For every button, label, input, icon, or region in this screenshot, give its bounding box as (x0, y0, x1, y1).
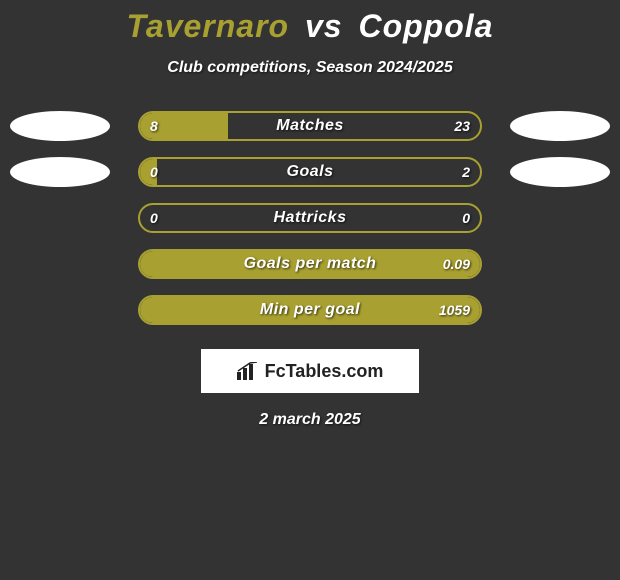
stat-bar: 0Goals2 (138, 157, 482, 187)
stat-bar: Min per goal1059 (138, 295, 482, 325)
stat-row: 0Goals2 (0, 157, 620, 187)
stat-row: Goals per match0.09 (0, 249, 620, 279)
title-vs: vs (305, 8, 343, 44)
chart-icon (237, 362, 259, 380)
stat-bar: 0Hattricks0 (138, 203, 482, 233)
stat-value-right: 0.09 (443, 251, 470, 277)
stat-value-right: 2 (462, 159, 470, 185)
stat-value-right: 1059 (439, 297, 470, 323)
stat-label: Goals (140, 159, 480, 185)
player1-badge (10, 111, 110, 141)
footer-brand: FcTables.com (265, 361, 384, 382)
stat-label: Matches (140, 113, 480, 139)
stats-rows: 8Matches230Goals20Hattricks0Goals per ma… (0, 111, 620, 325)
stat-row: 8Matches23 (0, 111, 620, 141)
footer-logo: FcTables.com (201, 349, 419, 393)
stat-bar: Goals per match0.09 (138, 249, 482, 279)
stat-label: Min per goal (140, 297, 480, 323)
subtitle: Club competitions, Season 2024/2025 (0, 59, 620, 77)
player2-badge (510, 111, 610, 141)
page-title: Tavernaro vs Coppola (0, 0, 620, 45)
title-player1: Tavernaro (127, 8, 290, 44)
player2-badge (510, 157, 610, 187)
stat-label: Goals per match (140, 251, 480, 277)
stat-bar: 8Matches23 (138, 111, 482, 141)
title-player2: Coppola (358, 8, 493, 44)
stat-value-right: 0 (462, 205, 470, 231)
stat-row: Min per goal1059 (0, 295, 620, 325)
player1-badge (10, 157, 110, 187)
stat-row: 0Hattricks0 (0, 203, 620, 233)
stat-label: Hattricks (140, 205, 480, 231)
date-label: 2 march 2025 (0, 411, 620, 429)
stat-value-right: 23 (454, 113, 470, 139)
